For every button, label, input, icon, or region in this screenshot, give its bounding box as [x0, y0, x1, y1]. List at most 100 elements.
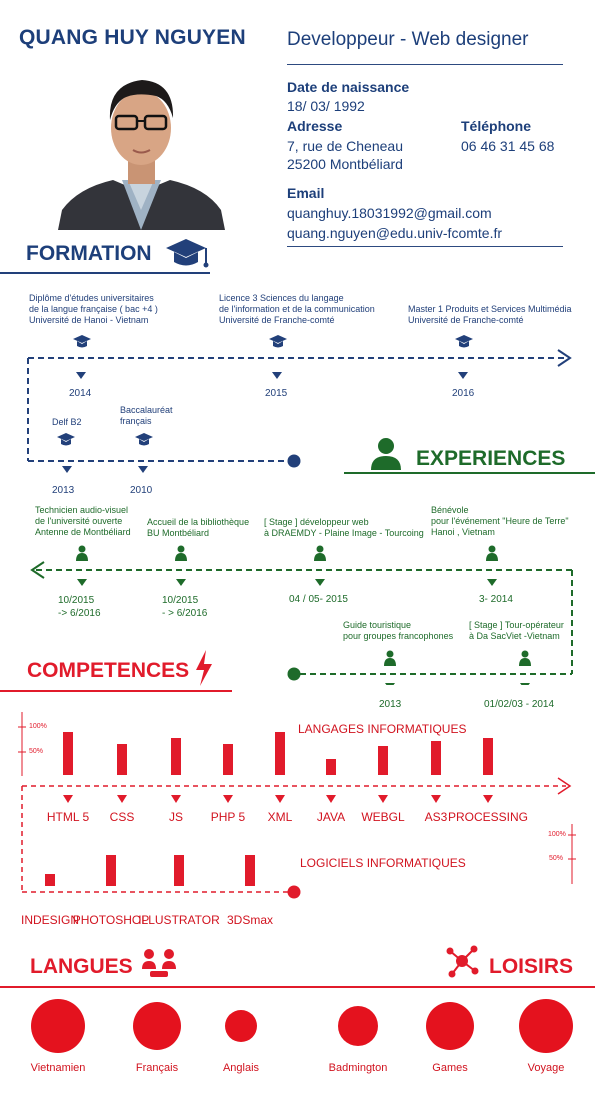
skill-label: PHP 5 [210, 810, 246, 824]
skill-label: ILLUSTRATOR [138, 913, 220, 927]
birth-label: Date de naissance [287, 79, 410, 95]
level-circle [225, 1010, 257, 1042]
skill-bar [326, 759, 336, 775]
formation-timeline [27, 349, 572, 473]
email-primary[interactable]: quanghuy.18031992@gmail.com [287, 205, 492, 221]
skill-arrow [275, 795, 285, 803]
person-icon [175, 545, 187, 561]
formation-underline [0, 272, 210, 274]
skill-label: PROCESSING [447, 810, 529, 824]
formation-year: 2016 [452, 388, 475, 399]
email-label: Email [287, 185, 325, 201]
level-circle [519, 999, 573, 1053]
skill-label: JS [168, 810, 184, 824]
skill-label: JAVA [316, 810, 346, 824]
scale-50-label: 50% [29, 748, 44, 755]
skill-bar [431, 741, 441, 775]
level-label: Voyage [527, 1062, 565, 1074]
scale-100-label: 100% [548, 831, 566, 838]
formation-year: 2013 [52, 485, 75, 496]
experiences-title: EXPERIENCES [416, 447, 566, 470]
skill-bar [63, 732, 73, 775]
experience-date: 04 / 05- 2015 [289, 594, 348, 605]
skill-arrow [483, 795, 493, 803]
people-chat-icon [142, 949, 176, 977]
formation-item-4: Delf B2 [52, 417, 82, 427]
skill-arrow [171, 795, 181, 803]
experience-item-5: Guide touristique pour groupes francophon… [343, 620, 454, 641]
experience-date: 2013 [379, 699, 402, 710]
level-label: Français [135, 1062, 179, 1074]
skill-bar [378, 746, 388, 775]
person-icon [371, 438, 401, 470]
graduation-cap-icon [166, 239, 209, 268]
hobbies-divider [0, 986, 595, 988]
skills-chart [18, 712, 576, 899]
graduation-cap-icon [73, 335, 91, 348]
langues-title: LANGUES [30, 955, 133, 978]
competences-underline [0, 690, 232, 692]
level-circle [133, 1002, 181, 1050]
address-label: Adresse [287, 118, 343, 134]
scale-100-label: 100% [29, 723, 47, 730]
skill-bar [223, 744, 233, 775]
skill-arrow [117, 795, 127, 803]
experience-date: 01/02/03 - 2014 [484, 699, 555, 710]
phone-value: 06 46 31 45 68 [461, 138, 555, 154]
formation-item-1: Diplôme d'études universitaires de la lan… [29, 293, 158, 325]
job-title: Developpeur - Web designer [287, 29, 529, 50]
formation-title: FORMATION [26, 242, 152, 265]
experiences-timeline [30, 561, 573, 685]
skill-label: PHOTOSHOP [72, 913, 150, 927]
skill-label: AS3 [424, 810, 448, 824]
skill-label: HTML 5 [46, 810, 90, 824]
skill-bar [171, 738, 181, 775]
profile-photo [58, 60, 225, 230]
person-icon [76, 545, 88, 561]
skill-arrow [223, 795, 233, 803]
formation-year: 2014 [69, 388, 92, 399]
formation-item-2: Licence 3 Sciences du langage de l'inform… [219, 293, 375, 325]
level-label: Anglais [222, 1062, 260, 1074]
lightning-icon [196, 650, 212, 686]
experience-item-1: Technicien audio-visuel de l'université o… [35, 505, 131, 537]
phone-label: Téléphone [461, 118, 532, 134]
skill-bar [106, 855, 116, 886]
formation-item-3: Master 1 Produits et Services Multimédia… [408, 304, 572, 325]
skill-bar [45, 874, 55, 886]
formation-item-5: Baccalauréat français [120, 405, 173, 426]
experiences-underline [344, 472, 595, 474]
graduation-cap-icon [57, 433, 75, 446]
skill-bar [174, 855, 184, 886]
skill-arrow [378, 795, 388, 803]
contact-divider [287, 246, 563, 247]
level-label: Badmington [328, 1062, 388, 1074]
skill-label: XML [267, 810, 293, 824]
level-label: Vietnamien [30, 1062, 86, 1074]
address-line-2: 25200 Montbéliard [287, 156, 403, 172]
skill-label: 3DSmax [226, 913, 274, 927]
languages-chart-title: LANGAGES INFORMATIQUES [298, 722, 467, 736]
person-name: QUANG HUY NGUYEN [19, 26, 246, 49]
email-secondary[interactable]: quang.nguyen@edu.univ-fcomte.fr [287, 225, 503, 241]
software-chart-title: LOGICIELS INFORMATIQUES [300, 856, 466, 870]
skill-bar [275, 732, 285, 775]
level-circle [31, 999, 85, 1053]
graduation-cap-icon [135, 433, 153, 446]
header-divider [287, 64, 563, 65]
skill-bar [117, 744, 127, 775]
skill-arrow [326, 795, 336, 803]
skill-label: INDESIGN [20, 913, 80, 927]
skill-label: WEBGL [361, 810, 405, 824]
graduation-cap-icon [269, 335, 287, 348]
person-icon [384, 650, 396, 666]
level-label: Games [432, 1062, 468, 1074]
person-icon [486, 545, 498, 561]
experience-date: 3- 2014 [479, 594, 513, 605]
skill-arrow [63, 795, 73, 803]
experience-date: 10/2015 -> 6/2016 [58, 595, 101, 619]
experience-date: 10/2015- > 6/2016 [162, 595, 208, 619]
person-icon [314, 545, 326, 561]
loisirs-title: LOISIRS [489, 955, 574, 978]
level-circle [338, 1006, 378, 1046]
